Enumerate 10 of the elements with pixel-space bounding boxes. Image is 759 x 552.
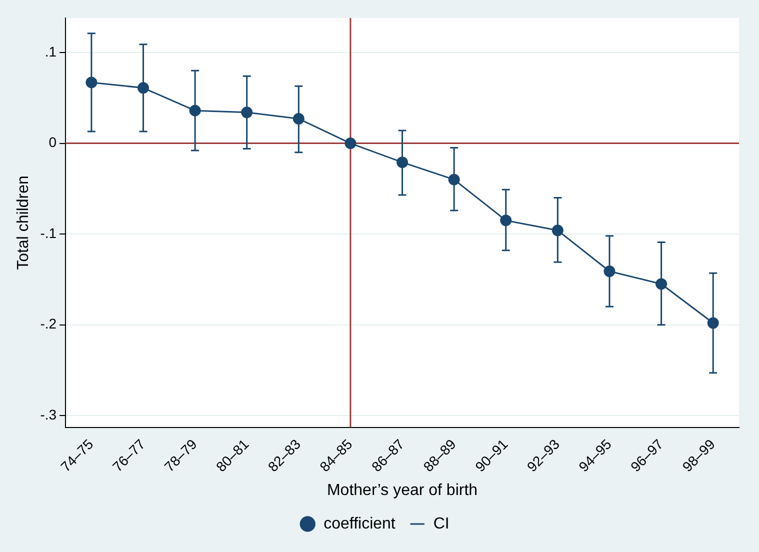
y-tick-label: 0 [48, 134, 57, 150]
y-tick-label: .1 [44, 43, 57, 60]
point [344, 138, 356, 150]
legend-label: coefficient [324, 515, 396, 532]
y-tick-label: -.3 [40, 406, 57, 422]
x-axis-title: Mother’s year of birth [326, 482, 478, 499]
text: CI [433, 515, 450, 532]
y-tick-label: -.1 [40, 224, 57, 241]
y-axis-title: Total children [15, 176, 32, 270]
y-tick-label: -.2 [40, 316, 57, 332]
